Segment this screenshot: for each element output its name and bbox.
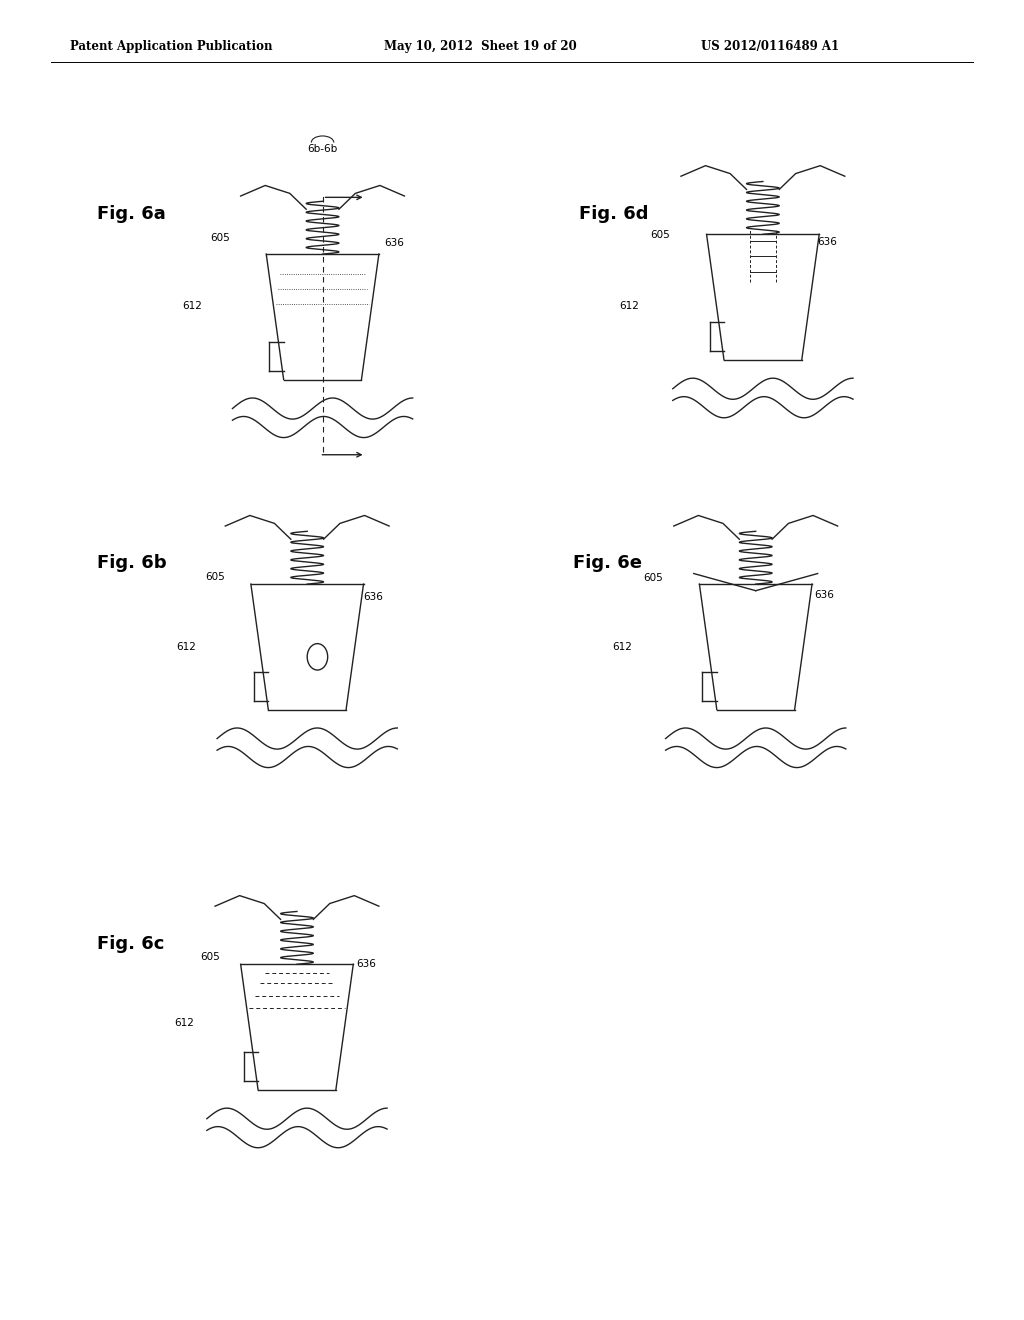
Text: Fig. 6e: Fig. 6e	[573, 554, 642, 573]
Text: Patent Application Publication: Patent Application Publication	[70, 41, 272, 53]
Text: Fig. 6b: Fig. 6b	[97, 554, 167, 573]
Text: 636: 636	[356, 958, 376, 969]
Text: Fig. 6c: Fig. 6c	[97, 935, 165, 953]
Text: Fig. 6d: Fig. 6d	[579, 205, 648, 223]
Text: US 2012/0116489 A1: US 2012/0116489 A1	[701, 41, 840, 53]
Text: 612: 612	[620, 301, 639, 312]
Text: 612: 612	[182, 301, 202, 312]
Text: 636: 636	[384, 238, 403, 248]
Text: 605: 605	[650, 230, 670, 240]
Text: 636: 636	[817, 236, 837, 247]
Text: 612: 612	[612, 642, 632, 652]
Text: 605: 605	[205, 572, 224, 582]
Text: 612: 612	[174, 1018, 194, 1028]
Text: 636: 636	[814, 590, 834, 601]
Text: 6b-6b: 6b-6b	[307, 144, 338, 154]
Text: May 10, 2012  Sheet 19 of 20: May 10, 2012 Sheet 19 of 20	[384, 41, 577, 53]
Text: 612: 612	[176, 642, 196, 652]
Text: Fig. 6a: Fig. 6a	[97, 205, 166, 223]
Text: 636: 636	[364, 591, 383, 602]
Text: 605: 605	[201, 952, 220, 962]
Text: 605: 605	[643, 573, 663, 583]
Text: 605: 605	[210, 232, 229, 243]
